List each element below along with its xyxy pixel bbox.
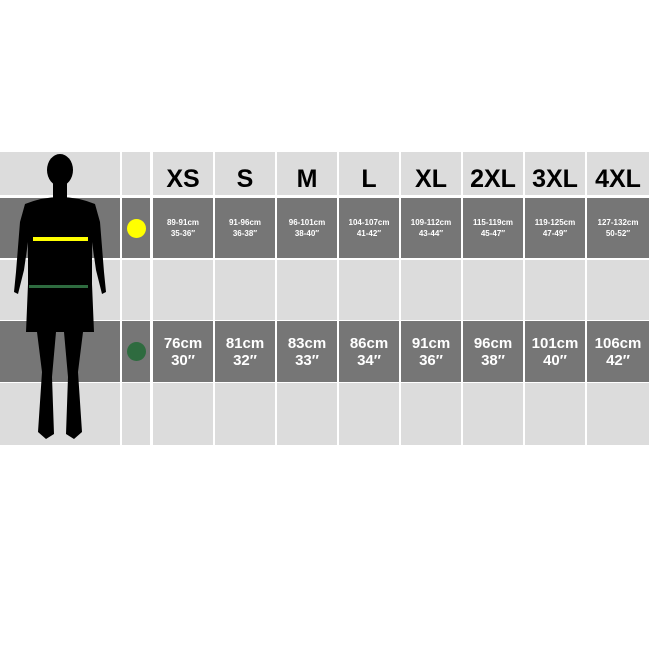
chest-in: 43-44″ xyxy=(418,229,444,238)
chest-cell: 115-119cm 45-47″ xyxy=(463,198,523,258)
marker-cell xyxy=(122,198,150,258)
waist-cm: 86cm xyxy=(349,334,389,352)
marker-cell xyxy=(122,383,150,445)
marker-cell xyxy=(122,321,150,382)
chest-cell: 91-96cm 36-38″ xyxy=(215,198,275,258)
empty-cell xyxy=(215,383,275,445)
size-header: 3XL xyxy=(525,152,585,195)
waist-cm: 83cm xyxy=(287,334,327,352)
size-header: XL xyxy=(401,152,461,195)
size-header: L xyxy=(339,152,399,195)
marker-cell xyxy=(122,260,150,320)
waist-marker-icon xyxy=(126,342,146,361)
size-header: M xyxy=(277,152,337,195)
empty-cell xyxy=(339,383,399,445)
waist-in: 33″ xyxy=(295,351,319,369)
chest-cell: 109-112cm 43-44″ xyxy=(401,198,461,258)
empty-cell xyxy=(401,260,461,320)
waist-cm: 91cm xyxy=(411,334,451,352)
chest-in: 36-38″ xyxy=(232,229,258,238)
waist-cm: 96cm xyxy=(473,334,513,352)
chest-marker-icon xyxy=(126,218,146,238)
waist-cm: 101cm xyxy=(531,334,579,352)
chest-cm: 127-132cm xyxy=(597,218,639,227)
waist-cell: 106cm 42″ xyxy=(587,321,649,382)
size-header: 4XL xyxy=(587,152,649,195)
waist-cell: 83cm 33″ xyxy=(277,321,337,382)
waist-cell: 81cm 32″ xyxy=(215,321,275,382)
waist-in: 36″ xyxy=(419,351,443,369)
size-header: S xyxy=(215,152,275,195)
empty-cell xyxy=(587,260,649,320)
chest-cm: 96-101cm xyxy=(288,218,326,227)
empty-cell xyxy=(277,383,337,445)
empty-cell xyxy=(339,260,399,320)
chest-in: 47-49″ xyxy=(542,229,568,238)
waist-in: 38″ xyxy=(481,351,505,369)
chest-cell: 127-132cm 50-52″ xyxy=(587,198,649,258)
chest-cm: 115-119cm xyxy=(472,218,514,227)
waist-cell: 101cm 40″ xyxy=(525,321,585,382)
waist-cell: 86cm 34″ xyxy=(339,321,399,382)
waist-cm: 76cm xyxy=(163,334,203,352)
chest-cell: 89-91cm 35-36″ xyxy=(153,198,213,258)
empty-cell xyxy=(525,260,585,320)
waist-cm: 81cm xyxy=(225,334,265,352)
waist-cell: 91cm 36″ xyxy=(401,321,461,382)
waist-in: 34″ xyxy=(357,351,381,369)
empty-cell xyxy=(525,383,585,445)
chest-in: 41-42″ xyxy=(356,229,382,238)
chest-cm: 89-91cm xyxy=(166,218,200,227)
chest-cm: 119-125cm xyxy=(534,218,576,227)
waist-in: 40″ xyxy=(543,351,567,369)
empty-cell xyxy=(153,260,213,320)
chest-cm: 104-107cm xyxy=(348,218,390,227)
empty-cell xyxy=(463,383,523,445)
figure-cell xyxy=(0,383,120,445)
size-header: 2XL xyxy=(463,152,523,195)
chest-in: 38-40″ xyxy=(294,229,320,238)
size-header: XS xyxy=(153,152,213,195)
waist-in: 32″ xyxy=(233,351,257,369)
waist-cell: 96cm 38″ xyxy=(463,321,523,382)
size-chart: XS S M L XL 2XL 3XL 4XL 89-91cm 35-36″ 91-96cm 36-3… xyxy=(0,152,650,445)
empty-cell xyxy=(401,383,461,445)
chest-in: 45-47″ xyxy=(480,229,506,238)
chest-cell: 104-107cm 41-42″ xyxy=(339,198,399,258)
waist-cell: 76cm 30″ xyxy=(153,321,213,382)
empty-cell xyxy=(277,260,337,320)
body-silhouette-icon xyxy=(14,154,106,439)
waist-cm: 106cm xyxy=(594,334,642,352)
chest-cell: 119-125cm 47-49″ xyxy=(525,198,585,258)
chest-cm: 109-112cm xyxy=(410,218,452,227)
chest-cell: 96-101cm 38-40″ xyxy=(277,198,337,258)
empty-cell xyxy=(463,260,523,320)
marker-cell xyxy=(122,152,150,195)
waist-in: 30″ xyxy=(171,351,195,369)
empty-cell xyxy=(153,383,213,445)
chest-in: 50-52″ xyxy=(605,229,631,238)
empty-cell xyxy=(215,260,275,320)
chest-in: 35-36″ xyxy=(170,229,196,238)
chest-cm: 91-96cm xyxy=(228,218,262,227)
waist-in: 42″ xyxy=(606,351,630,369)
empty-cell xyxy=(587,383,649,445)
